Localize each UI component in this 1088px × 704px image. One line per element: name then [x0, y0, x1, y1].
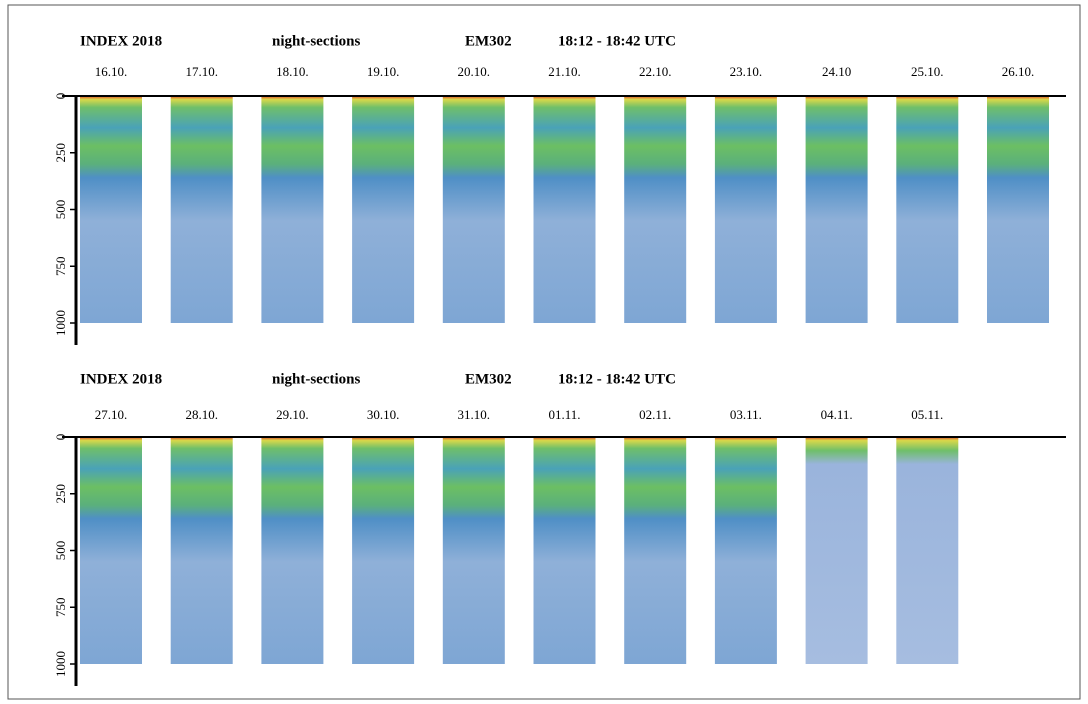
figure: INDEX 2018 night-sections EM302 18:12 - 18:…: [0, 0, 1088, 704]
date-label: 30.10.: [367, 407, 400, 422]
y-tick-label: 0: [53, 93, 68, 100]
date-label: 19.10.: [367, 64, 400, 79]
date-label: 23.10.: [730, 64, 763, 79]
echogram: [443, 437, 505, 664]
header-text: EM302: [465, 371, 512, 387]
y-tick-label: 750: [53, 598, 68, 618]
y-tick-label: 750: [53, 257, 68, 277]
y-tick-label: 500: [53, 200, 68, 220]
date-label: 02.11.: [639, 407, 671, 422]
y-tick-label: 1000: [53, 651, 68, 677]
header-text: 18:12 - 18:42 UTC: [558, 371, 676, 387]
echogram: [443, 96, 505, 323]
header-text: night-sections: [272, 33, 361, 49]
echogram: [534, 96, 596, 323]
y-tick-label: 500: [53, 541, 68, 561]
date-label: 03.11.: [730, 407, 762, 422]
echogram: [80, 437, 142, 664]
echogram: [715, 96, 777, 323]
echogram: [624, 96, 686, 323]
echogram: [171, 437, 233, 664]
date-label: 24.10: [822, 64, 851, 79]
echogram: [806, 96, 868, 323]
echogram: [171, 96, 233, 323]
y-tick-label: 0: [53, 434, 68, 441]
echogram: [534, 437, 596, 664]
echogram: [715, 437, 777, 664]
date-label: 21.10.: [548, 64, 581, 79]
header-text: INDEX 2018: [80, 33, 162, 49]
echogram: [624, 437, 686, 664]
date-label: 05.11.: [911, 407, 943, 422]
date-label: 01.11.: [548, 407, 580, 422]
header-text: night-sections: [272, 371, 361, 387]
date-label: 29.10.: [276, 407, 309, 422]
echogram: [261, 96, 323, 323]
echogram: [352, 96, 414, 323]
date-label: 22.10.: [639, 64, 672, 79]
date-label: 18.10.: [276, 64, 309, 79]
date-label: 26.10.: [1002, 64, 1035, 79]
date-label: 28.10.: [185, 407, 218, 422]
echogram: [806, 437, 868, 664]
echogram: [896, 96, 958, 323]
echogram: [80, 96, 142, 323]
echogram: [987, 96, 1049, 323]
y-tick-label: 1000: [53, 310, 68, 336]
date-label: 04.11.: [821, 407, 853, 422]
echogram: [352, 437, 414, 664]
date-label: 27.10.: [95, 407, 128, 422]
date-label: 25.10.: [911, 64, 944, 79]
date-label: 31.10.: [458, 407, 491, 422]
y-tick-label: 250: [53, 143, 68, 163]
date-label: 16.10.: [95, 64, 128, 79]
echogram: [896, 437, 958, 664]
date-label: 17.10.: [185, 64, 218, 79]
header-text: 18:12 - 18:42 UTC: [558, 33, 676, 49]
header-text: INDEX 2018: [80, 371, 162, 387]
y-tick-label: 250: [53, 484, 68, 504]
date-label: 20.10.: [458, 64, 491, 79]
echogram: [261, 437, 323, 664]
header-text: EM302: [465, 33, 512, 49]
